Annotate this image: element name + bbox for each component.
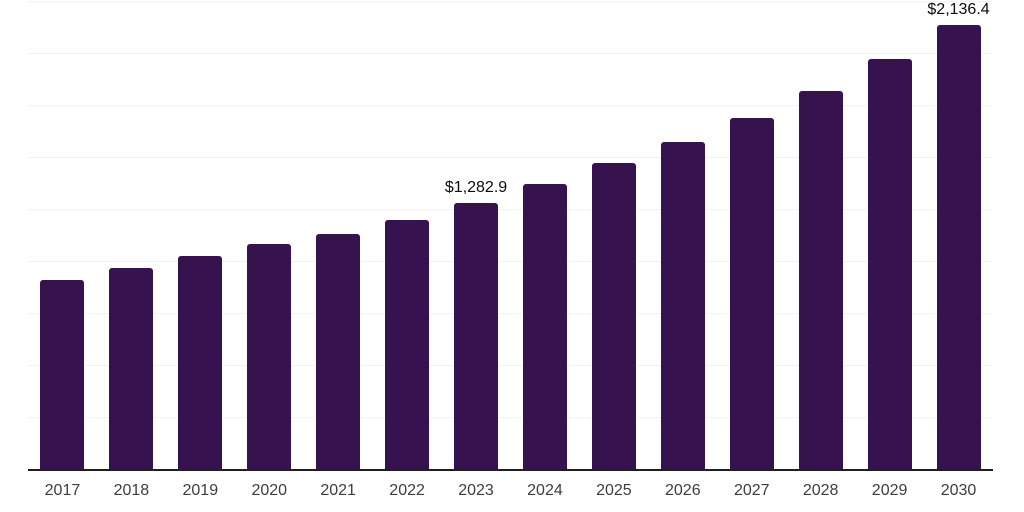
x-axis-label: 2028: [802, 482, 839, 499]
bar-value-label: $2,136.4: [927, 1, 990, 19]
gridline: [28, 208, 993, 210]
bar: [591, 163, 636, 470]
x-axis-label: 2019: [182, 482, 219, 499]
gridline: [28, 416, 993, 418]
x-axis-label: 2029: [871, 482, 908, 499]
bar: [729, 118, 774, 470]
plot-area: $1,282.9 $2,136.4: [28, 0, 993, 471]
bar: [109, 268, 154, 470]
x-axis-label: 2022: [389, 482, 425, 499]
gridline: [28, 0, 993, 2]
x-axis-label: 2017: [44, 482, 81, 499]
bar: [522, 183, 567, 470]
gridline: [28, 104, 993, 106]
bar: [867, 59, 912, 470]
bar: [247, 244, 292, 470]
x-axis-label: 2027: [733, 482, 770, 499]
bar: [385, 219, 430, 470]
bar: [936, 25, 981, 470]
bar: [798, 90, 843, 470]
gridline: [28, 260, 993, 262]
bar-value-label: $1,282.9: [444, 178, 508, 196]
gridline: [28, 52, 993, 54]
x-axis-label: 2026: [665, 482, 701, 499]
x-axis-label: 2024: [527, 482, 563, 499]
bar: [40, 279, 85, 470]
gridline: [28, 364, 993, 366]
x-axis-label: 2025: [596, 482, 632, 499]
x-axis-label: 2023: [458, 482, 494, 499]
gridline: [28, 156, 993, 158]
bar: [454, 202, 499, 470]
x-axis-label: 2020: [251, 482, 288, 499]
x-axis: 2017 2018 2019 2020 2021 2022 2023 2024 2025 2026…: [28, 481, 993, 503]
gridline: [28, 312, 993, 314]
x-axis-label: 2018: [113, 482, 150, 499]
bar: [660, 142, 705, 470]
x-axis-label: 2030: [940, 482, 977, 499]
bar: [316, 234, 361, 470]
x-axis-label: 2021: [320, 482, 356, 499]
x-axis-line: [28, 469, 993, 471]
bar: [178, 256, 223, 470]
